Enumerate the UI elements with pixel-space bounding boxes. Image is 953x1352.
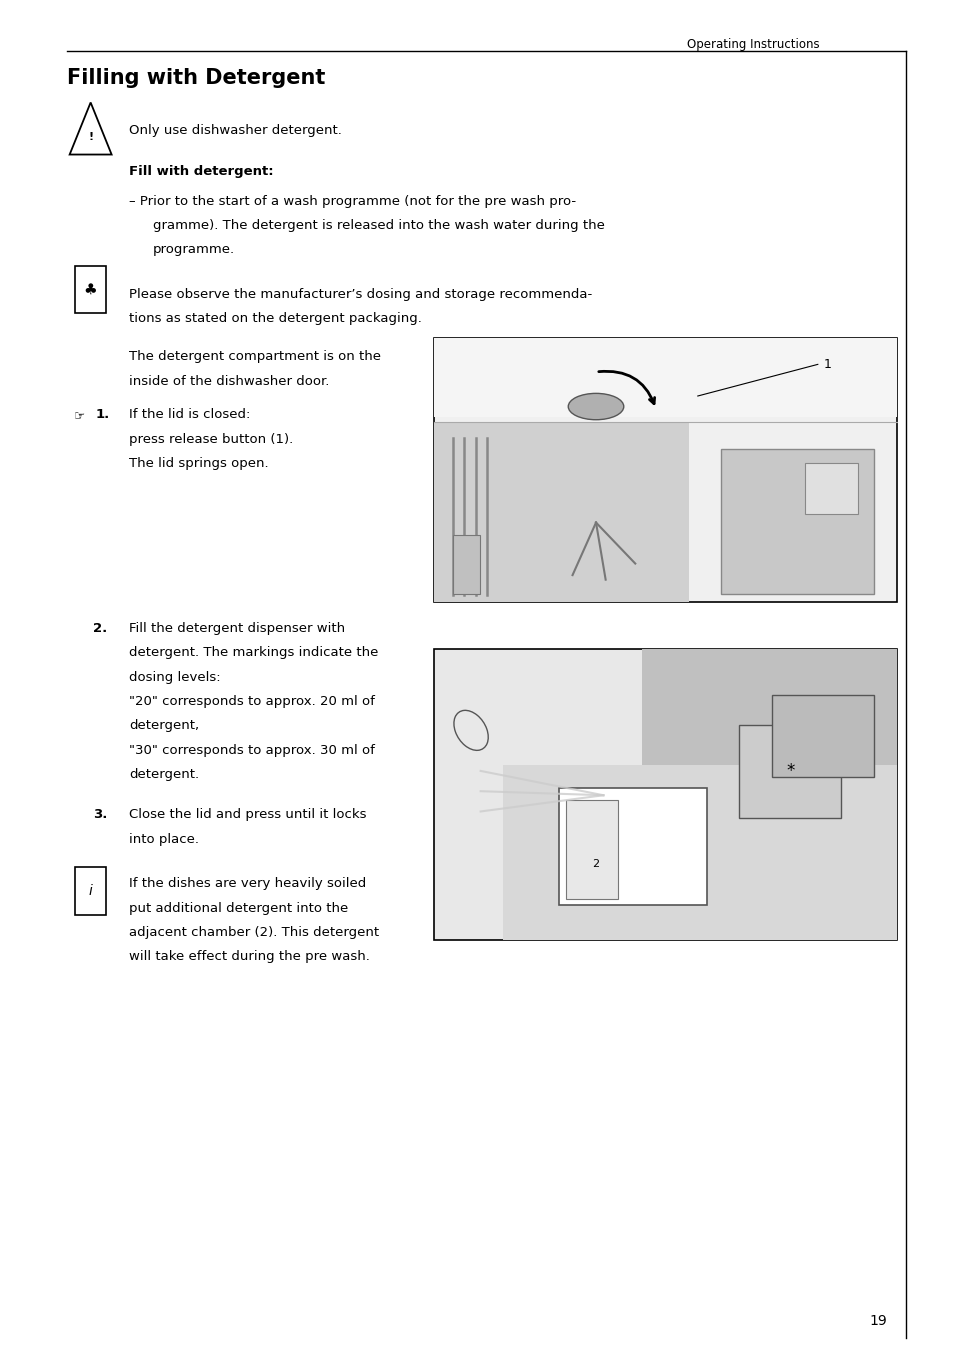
Text: 3.: 3.: [93, 808, 108, 822]
FancyBboxPatch shape: [503, 765, 896, 940]
FancyBboxPatch shape: [434, 422, 688, 602]
Text: !: !: [88, 131, 93, 142]
Ellipse shape: [568, 393, 623, 419]
Text: Filling with Detergent: Filling with Detergent: [67, 68, 325, 88]
Text: Please observe the manufacturer’s dosing and storage recommenda-: Please observe the manufacturer’s dosing…: [129, 288, 592, 301]
Text: 19: 19: [868, 1314, 886, 1328]
FancyBboxPatch shape: [641, 649, 896, 795]
Text: detergent.: detergent.: [129, 768, 199, 781]
Text: Fill the detergent dispenser with: Fill the detergent dispenser with: [129, 622, 345, 635]
FancyBboxPatch shape: [720, 449, 873, 594]
Text: dosing levels:: dosing levels:: [129, 671, 220, 684]
Text: tions as stated on the detergent packaging.: tions as stated on the detergent packagi…: [129, 312, 421, 326]
Text: gramme). The detergent is released into the wash water during the: gramme). The detergent is released into …: [152, 219, 604, 233]
Text: 2.: 2.: [93, 622, 108, 635]
FancyBboxPatch shape: [452, 534, 480, 594]
Ellipse shape: [454, 710, 488, 750]
Text: 2: 2: [592, 859, 598, 869]
Text: adjacent chamber (2). This detergent: adjacent chamber (2). This detergent: [129, 926, 378, 940]
Text: Operating Instructions: Operating Instructions: [686, 38, 819, 51]
Text: Close the lid and press until it locks: Close the lid and press until it locks: [129, 808, 366, 822]
FancyBboxPatch shape: [434, 338, 896, 602]
Text: Fill with detergent:: Fill with detergent:: [129, 165, 274, 178]
FancyBboxPatch shape: [804, 464, 858, 514]
Text: programme.: programme.: [152, 243, 234, 257]
FancyBboxPatch shape: [434, 338, 896, 416]
Text: press release button (1).: press release button (1).: [129, 433, 293, 446]
Text: detergent,: detergent,: [129, 719, 199, 733]
FancyBboxPatch shape: [771, 695, 873, 777]
Text: ♣: ♣: [84, 281, 97, 297]
FancyBboxPatch shape: [739, 725, 841, 818]
Text: "30" corresponds to approx. 30 ml of: "30" corresponds to approx. 30 ml of: [129, 744, 375, 757]
FancyBboxPatch shape: [434, 649, 896, 940]
Text: Only use dishwasher detergent.: Only use dishwasher detergent.: [129, 124, 341, 138]
FancyBboxPatch shape: [558, 788, 706, 904]
FancyBboxPatch shape: [566, 800, 618, 899]
Text: The lid springs open.: The lid springs open.: [129, 457, 268, 470]
Text: The detergent compartment is on the: The detergent compartment is on the: [129, 350, 380, 364]
Text: 1.: 1.: [95, 408, 110, 422]
Text: into place.: into place.: [129, 833, 198, 846]
Text: put additional detergent into the: put additional detergent into the: [129, 902, 348, 915]
Text: If the dishes are very heavily soiled: If the dishes are very heavily soiled: [129, 877, 366, 891]
Text: will take effect during the pre wash.: will take effect during the pre wash.: [129, 950, 369, 964]
Text: "20" corresponds to approx. 20 ml of: "20" corresponds to approx. 20 ml of: [129, 695, 375, 708]
Text: 1: 1: [822, 358, 830, 370]
Text: inside of the dishwasher door.: inside of the dishwasher door.: [129, 375, 329, 388]
Text: – Prior to the start of a wash programme (not for the pre wash pro-: – Prior to the start of a wash programme…: [129, 195, 576, 208]
Text: *: *: [785, 763, 794, 780]
Text: detergent. The markings indicate the: detergent. The markings indicate the: [129, 646, 377, 660]
Text: If the lid is closed:: If the lid is closed:: [129, 408, 250, 422]
Text: ☞: ☞: [73, 410, 85, 423]
Text: i: i: [89, 884, 92, 898]
